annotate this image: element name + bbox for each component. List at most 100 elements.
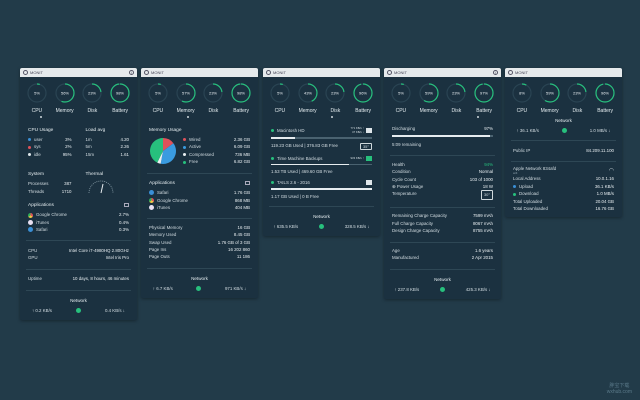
gear-icon[interactable] (144, 70, 149, 75)
download-speed: 971 KB/s ↓ (224, 286, 247, 292)
temperature-badge: 30° (480, 190, 493, 200)
upload-speed: ↑ 36.1 KB/s (516, 128, 539, 133)
disk-usage-bar (271, 163, 372, 165)
gauge-disk[interactable]: 23% Disk (564, 82, 590, 114)
battery-label: Battery (112, 108, 129, 114)
cpu-gauge-ring: 5% (391, 83, 411, 103)
battery-label: Battery (233, 108, 250, 114)
battery-gauge-value: 98% (116, 91, 124, 96)
gear-icon[interactable] (508, 70, 513, 75)
memory-gauge-value: 59% (425, 91, 433, 96)
memory-panel: MONIT 5% CPU 57% Memory 23% Disk 98% Battery Me… (141, 68, 258, 299)
gauge-cpu[interactable]: 8% CPU (509, 82, 535, 114)
gauge-disk[interactable]: 23% Disk (200, 82, 226, 114)
gauge-battery[interactable]: 98% Battery (107, 82, 133, 114)
gauge-memory[interactable]: 43% Memory (295, 82, 321, 114)
upload-speed: ↑ 6.7 KB/s (152, 286, 173, 292)
gauge-cpu[interactable]: 5% CPU (145, 82, 171, 114)
applications-heading: Applications (28, 203, 54, 209)
load-heading: Load avg (85, 128, 106, 133)
disk-label: Disk (451, 108, 462, 114)
gauge-disk[interactable]: 23% Disk (322, 82, 348, 114)
memory-gauge-value: 57% (182, 91, 190, 96)
cpu-panel: MONIT i 5% CPU 56% Memory 23% Disk 98% Battery C… (20, 68, 137, 321)
gauge-row: 8% CPU 59% Memory 23% Disk 96% Battery (505, 77, 622, 114)
gauge-memory[interactable]: 59% Memory (416, 82, 442, 114)
battery-gauge-ring: 96% (353, 83, 373, 103)
download-speed: 425.3 KB/s ↓ (465, 287, 491, 293)
list-item: Safari 0.3% (28, 226, 129, 233)
battery-label: Battery (355, 108, 372, 114)
list-item: Safari 1.76 GB (149, 189, 250, 196)
gauge-row: 5% CPU 56% Memory 23% Disk 98% Battery (20, 77, 137, 114)
gauge-battery[interactable]: 96% Battery (350, 82, 376, 114)
memory-legend-row: Active 6.09 GB (183, 143, 250, 150)
gauge-disk[interactable]: 23% Disk (79, 82, 105, 114)
memory-label: Memory (298, 108, 317, 114)
gauge-cpu[interactable]: 5% CPU (388, 82, 414, 114)
battery-gauge-value: 96% (601, 91, 609, 96)
gauge-disk[interactable]: 23% Disk (443, 82, 469, 114)
drive-icon (366, 180, 372, 185)
battery-gauge-ring: 98% (110, 83, 130, 103)
drive-icon (366, 155, 372, 161)
temperature-badge: 35° (359, 142, 372, 150)
chrome-icon (28, 212, 33, 218)
gauge-battery[interactable]: 97% Battery (471, 82, 497, 114)
gauge-cpu[interactable]: 5% CPU (24, 82, 50, 114)
disk-label: Disk (208, 108, 219, 114)
disk-gauge-ring: 23% (446, 83, 466, 103)
activity-monitor-icon[interactable] (245, 181, 250, 186)
wifi-icon: ◠ (608, 168, 614, 175)
activity-monitor-icon[interactable] (124, 203, 129, 208)
gauge-memory[interactable]: 59% Memory (537, 82, 563, 114)
gauge-battery[interactable]: 98% Battery (228, 82, 254, 114)
gauge-battery[interactable]: 96% Battery (592, 82, 618, 114)
network-status-icon (75, 308, 81, 314)
network-status-icon (318, 224, 324, 229)
memory-label: Memory (540, 108, 559, 114)
info-icon[interactable]: i (493, 70, 498, 75)
disk-gauge-value: 23% (573, 91, 581, 96)
system-heading: System (28, 172, 44, 178)
safari-icon (28, 227, 33, 233)
selected-indicator (40, 116, 42, 118)
info-icon[interactable]: i (129, 70, 134, 75)
battery-gauge-ring: 97% (474, 83, 494, 103)
gauge-memory[interactable]: 57% Memory (173, 82, 199, 114)
chrome-icon (149, 197, 154, 203)
list-item: iTunes 404 MB (149, 204, 250, 211)
disk-item[interactable]: Time Machine Backups 933 KB/s ↑ 1.53 TB Us… (271, 155, 372, 174)
disk-gauge-value: 23% (452, 91, 460, 96)
title-bar: MONIT (263, 68, 380, 77)
cpu-usage-heading: CPU Usage (28, 128, 54, 133)
gauge-memory[interactable]: 56% Memory (52, 82, 78, 114)
cpu-label: CPU (395, 108, 407, 114)
title-bar: MONIT (505, 68, 622, 77)
list-item: iTunes 0.4% (28, 219, 129, 226)
gear-icon[interactable] (387, 70, 392, 75)
battery-panel: MONIT i 5% CPU 59% Memory 23% Disk 97% Battery D… (384, 68, 501, 300)
network-section: Network ↑ 0.2 KB/s 0.4 KB/s ↓ (31, 298, 125, 314)
battery-gauge-ring: 98% (231, 83, 251, 103)
download-speed: 328.5 KB/s ↓ (344, 224, 370, 229)
cpu-gauge-value: 5% (277, 91, 283, 96)
disk-name: TAILS 2.6 - 2016 (277, 180, 310, 185)
memory-legend-row: Compressed 736 MB (183, 151, 250, 158)
disk-label: Disk (330, 108, 341, 114)
gear-icon[interactable] (266, 70, 271, 75)
disk-gauge-ring: 23% (567, 83, 587, 103)
network-status-icon (439, 287, 445, 293)
gauge-row: 5% CPU 59% Memory 23% Disk 97% Battery (384, 77, 501, 114)
gear-icon[interactable] (23, 70, 28, 75)
disk-item[interactable]: TAILS 2.6 - 2016 1.17 GB Used | 0 B Free (271, 180, 372, 199)
gauge-cpu[interactable]: 5% CPU (267, 82, 293, 114)
itunes-icon (149, 205, 154, 211)
cpu-gauge-value: 5% (34, 91, 40, 96)
battery-status: Discharging (392, 126, 416, 131)
cpu-gauge-value: 8% (519, 91, 525, 96)
safari-icon (149, 190, 154, 196)
network-status-icon (196, 286, 202, 292)
disk-item[interactable]: Macintosh HD 771 KB/s ↑ 47 KB/s ↓ 119.23 GB… (271, 126, 372, 150)
disk-label: Disk (572, 108, 583, 114)
